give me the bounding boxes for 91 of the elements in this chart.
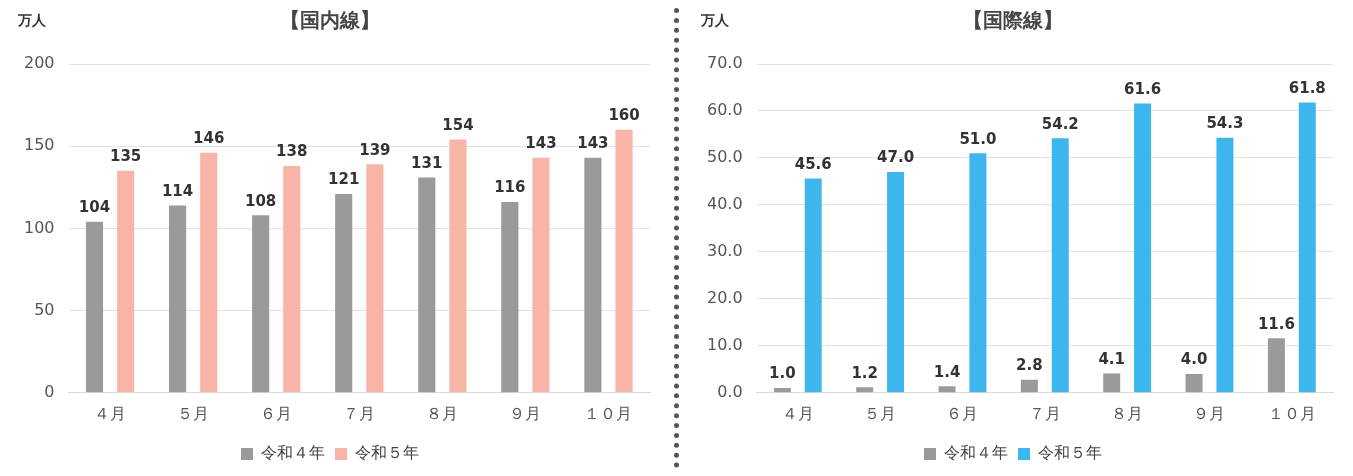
bar bbox=[85, 221, 104, 393]
data-label: 143 bbox=[525, 134, 557, 153]
data-label: 138 bbox=[276, 142, 308, 161]
x-tick-label: ８月 bbox=[426, 403, 459, 423]
bar bbox=[887, 172, 905, 393]
bar bbox=[1216, 137, 1234, 393]
bar bbox=[283, 165, 301, 393]
bar bbox=[1020, 379, 1038, 393]
bar bbox=[418, 177, 436, 393]
y-tick-label: 40.0 bbox=[707, 194, 743, 214]
y-tick-label: 0.0 bbox=[717, 381, 743, 401]
bar bbox=[532, 157, 550, 393]
bar bbox=[501, 202, 519, 393]
legend-label: 令和４年 bbox=[261, 443, 325, 463]
data-label: 1.0 bbox=[769, 364, 796, 383]
y-tick-label: 10.0 bbox=[707, 334, 743, 354]
bar bbox=[449, 139, 467, 393]
bar bbox=[1298, 102, 1316, 393]
chart-title: 【国内線】 bbox=[280, 8, 380, 33]
y-tick-label: 150 bbox=[23, 135, 55, 155]
bar bbox=[335, 193, 353, 393]
data-label: 114 bbox=[161, 181, 194, 200]
data-label: 45.6 bbox=[794, 155, 832, 173]
data-label: 4.0 bbox=[1180, 350, 1208, 369]
y-tick-label: 50.0 bbox=[707, 147, 743, 167]
x-tick-label: １０月 bbox=[584, 403, 633, 423]
x-tick-label: ６月 bbox=[260, 403, 293, 423]
chart-title: 【国際線】 bbox=[963, 8, 1063, 33]
bar bbox=[773, 388, 791, 393]
y-tick-label: 50 bbox=[34, 299, 55, 319]
bar bbox=[584, 157, 602, 393]
x-tick-label: １０月 bbox=[1267, 403, 1316, 423]
x-tick-label: ７月 bbox=[1028, 403, 1061, 423]
bar bbox=[615, 129, 633, 393]
data-label: 131 bbox=[411, 153, 443, 172]
x-tick-label: ５月 bbox=[864, 403, 897, 423]
data-label: 1.2 bbox=[851, 363, 878, 382]
data-label: 160 bbox=[608, 106, 640, 125]
bar bbox=[969, 153, 987, 393]
x-tick-label: ９月 bbox=[509, 403, 542, 423]
bar bbox=[938, 386, 956, 393]
bar bbox=[1134, 103, 1152, 393]
bar bbox=[117, 170, 135, 393]
x-tick-label: ９月 bbox=[1193, 403, 1226, 423]
bar bbox=[200, 152, 218, 393]
x-tick-label: ４月 bbox=[781, 403, 814, 423]
y-tick-label: 20.0 bbox=[707, 288, 743, 308]
data-label: 54.3 bbox=[1206, 114, 1244, 133]
y-tick-label: 70.0 bbox=[707, 53, 743, 73]
data-label: 121 bbox=[328, 170, 360, 189]
x-tick-label: ４月 bbox=[94, 403, 127, 423]
y-axis-title: 万人 bbox=[700, 11, 730, 28]
data-label: 104 bbox=[78, 198, 111, 217]
legend-label: 令和５年 bbox=[1038, 443, 1102, 463]
bar bbox=[252, 215, 270, 393]
x-tick-label: ５月 bbox=[177, 403, 210, 423]
data-label: 154 bbox=[442, 116, 474, 135]
data-label: 116 bbox=[494, 178, 526, 197]
data-label: 143 bbox=[577, 134, 609, 153]
x-tick-label: ８月 bbox=[1111, 403, 1144, 423]
bar bbox=[804, 178, 822, 393]
bar bbox=[366, 164, 384, 393]
data-label: 51.0 bbox=[959, 129, 997, 148]
y-tick-label: 100 bbox=[23, 217, 55, 237]
x-tick-label: ７月 bbox=[343, 403, 376, 423]
data-label: 4.1 bbox=[1098, 349, 1125, 368]
data-label: 108 bbox=[244, 191, 277, 210]
data-label: 2.8 bbox=[1016, 356, 1043, 375]
data-label: 146 bbox=[193, 129, 225, 148]
bar bbox=[856, 387, 874, 393]
data-label: 1.4 bbox=[933, 362, 961, 381]
data-label: 61.8 bbox=[1288, 78, 1326, 97]
data-label: 139 bbox=[359, 140, 391, 159]
bar bbox=[1185, 374, 1203, 393]
y-tick-label: 30.0 bbox=[707, 241, 743, 261]
bar bbox=[169, 205, 187, 393]
legend-label: 令和４年 bbox=[944, 443, 1008, 463]
bar bbox=[1267, 338, 1285, 393]
y-tick-label: 0 bbox=[44, 381, 55, 401]
data-label: 135 bbox=[109, 147, 142, 166]
x-tick-label: ６月 bbox=[946, 403, 979, 423]
data-label: 11.6 bbox=[1257, 314, 1295, 333]
y-axis-title: 万人 bbox=[17, 11, 47, 28]
legend-label: 令和５年 bbox=[355, 443, 419, 463]
data-label: 54.2 bbox=[1041, 114, 1079, 133]
y-tick-label: 200 bbox=[23, 53, 55, 73]
bar bbox=[1103, 373, 1121, 393]
data-label: 47.0 bbox=[877, 148, 915, 167]
data-label: 61.6 bbox=[1124, 79, 1162, 98]
bar bbox=[1051, 138, 1069, 393]
y-tick-label: 60.0 bbox=[707, 100, 743, 120]
